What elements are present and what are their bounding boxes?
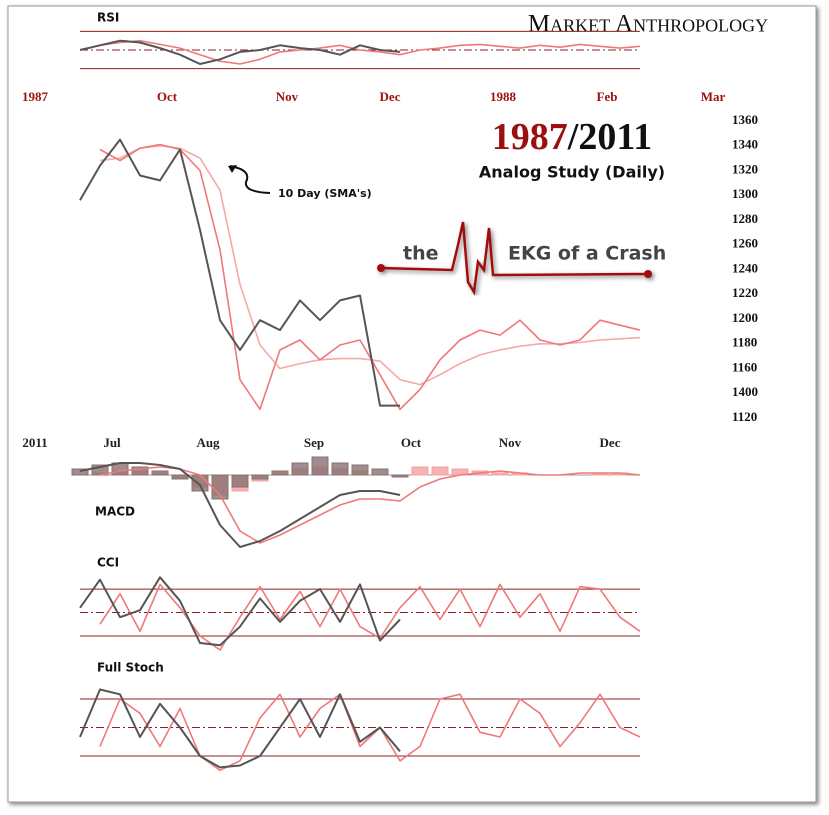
series-line	[79, 688, 401, 769]
y-tick-label: 1400	[732, 384, 758, 399]
panel-title: Full Stoch	[97, 661, 164, 675]
y-tick-label: 1180	[732, 335, 757, 350]
x-tick-label: Dec	[380, 89, 401, 104]
x-tick-label: 2011	[22, 435, 47, 450]
histogram-bar	[351, 464, 369, 476]
y-tick-label: 1280	[732, 211, 758, 226]
chart-title: 1987/2011	[492, 116, 652, 158]
panel-title: MACD	[95, 505, 135, 519]
annotation: 10 Day (SMA's)	[278, 187, 372, 200]
title-part: 1987	[492, 116, 568, 158]
annotation: the	[403, 243, 439, 265]
ekg	[377, 221, 652, 296]
y-tick-label: 1220	[732, 285, 758, 300]
histogram-bar	[131, 466, 149, 476]
series-line	[79, 462, 401, 548]
x-tick-label: Mar	[701, 89, 726, 104]
x-tick-label: Aug	[196, 435, 220, 450]
panel-title: RSI	[97, 11, 119, 25]
x-tick-label: Dec	[600, 435, 621, 450]
histogram-bar	[251, 474, 269, 480]
series-line	[79, 576, 401, 647]
title-part: /2011	[567, 116, 652, 158]
histogram-bar	[71, 468, 89, 476]
histogram-bar	[391, 474, 409, 478]
series-line	[99, 145, 641, 386]
series-line	[99, 693, 641, 772]
histogram-bar	[311, 456, 329, 476]
ekg-dot	[644, 270, 652, 278]
histogram-bar	[191, 474, 209, 492]
histogram-bar	[411, 466, 429, 476]
series-line	[79, 39, 401, 65]
histogram-bar	[491, 472, 509, 476]
x-tick-label: Nov	[276, 89, 299, 104]
brand: Market Anthropology	[528, 11, 768, 38]
histogram-bar	[271, 470, 289, 476]
annotation: EKG of a Crash	[508, 243, 666, 265]
panel-title: CCI	[97, 556, 119, 570]
series-line	[99, 143, 641, 411]
histogram-bar	[431, 466, 449, 476]
y-tick-label: 1240	[732, 260, 758, 275]
y-tick-label: 1340	[732, 137, 758, 152]
y-tick-label: 1200	[732, 310, 758, 325]
x-tick-label: Sep	[304, 435, 324, 450]
series-line	[79, 138, 400, 407]
subtitle: Analog Study (Daily)	[479, 163, 665, 182]
x-tick-label: 1988	[490, 89, 517, 104]
y-tick-label: 1320	[732, 161, 758, 176]
arrow-head	[228, 165, 237, 173]
x-tick-label: Jul	[103, 435, 121, 450]
x-tick-label: Oct	[157, 89, 178, 104]
ekg-line	[380, 221, 649, 296]
histogram-bar	[291, 462, 309, 476]
x-tick-label: Feb	[597, 89, 618, 104]
ekg-dot	[377, 264, 385, 272]
y-tick-label: 1300	[732, 186, 758, 201]
x-tick-label: 1987	[22, 89, 49, 104]
histogram-bar	[171, 474, 189, 480]
x-tick-label: Nov	[499, 435, 522, 450]
series-line	[99, 39, 641, 65]
x-tick-label: Oct	[401, 435, 422, 450]
histogram-bar	[231, 474, 249, 488]
histogram-bar	[151, 470, 169, 476]
histogram-bar	[331, 462, 349, 476]
y-tick-label: 1160	[732, 359, 757, 374]
y-tick-label: 1360	[732, 112, 758, 127]
frame	[7, 5, 817, 803]
series-line	[99, 466, 641, 544]
y-tick-label: 1260	[732, 236, 758, 251]
annotation-arrow	[229, 165, 271, 194]
histogram-bar	[371, 468, 389, 476]
y-tick-label: 1120	[732, 409, 757, 424]
